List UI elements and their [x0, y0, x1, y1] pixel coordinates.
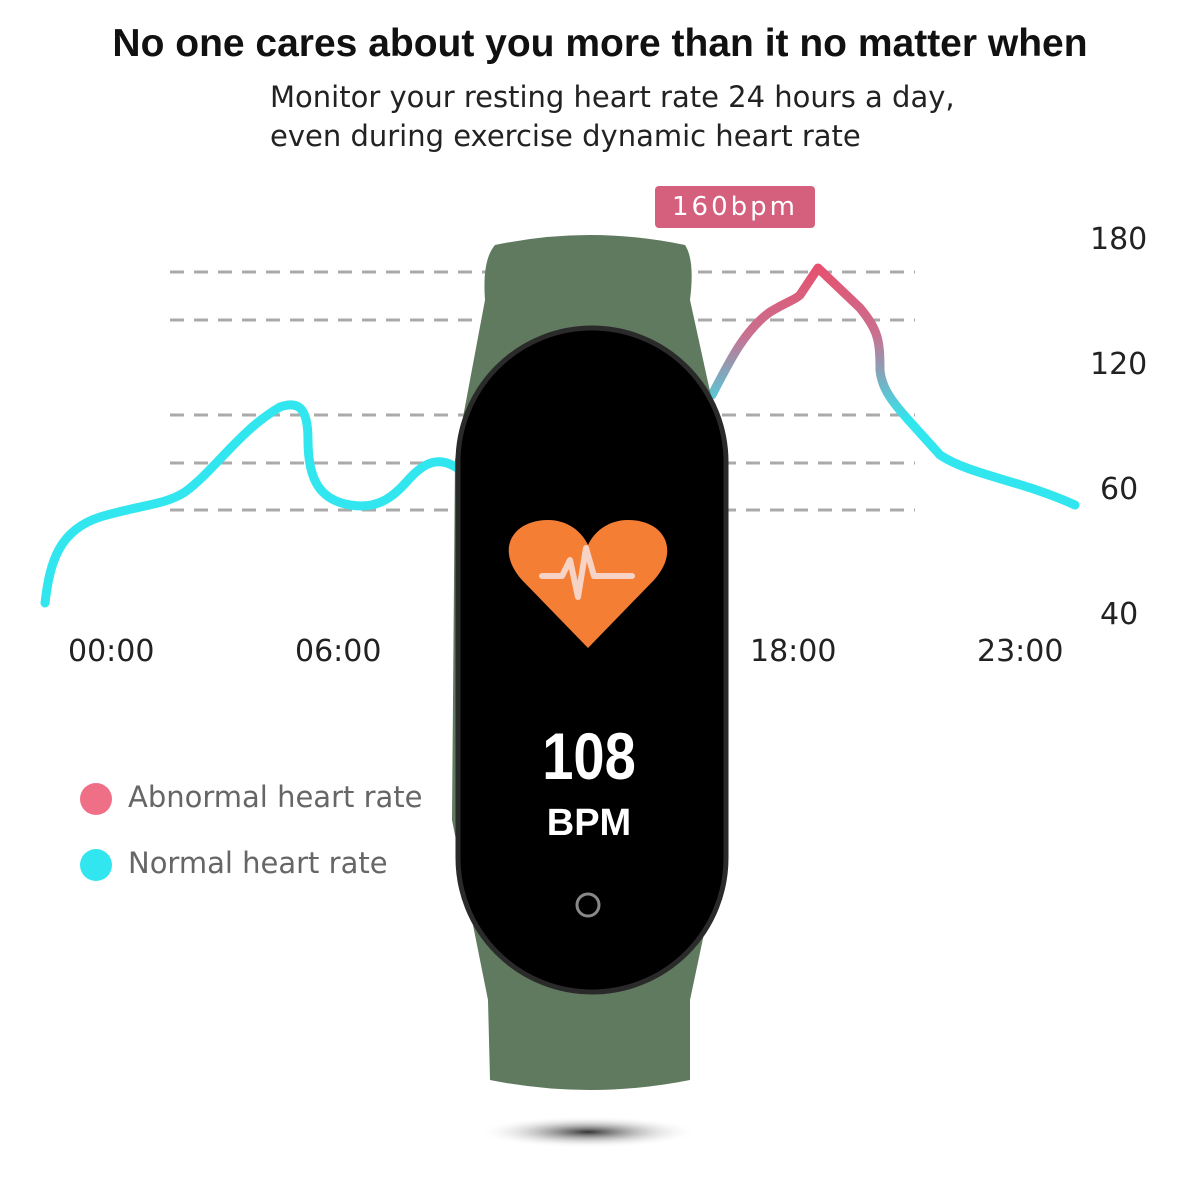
- abnormal-curve: [707, 263, 1080, 510]
- normal-curve: [40, 400, 465, 608]
- screen: [455, 325, 729, 995]
- x-tick: 18:00: [750, 634, 837, 669]
- y-tick: 180: [1090, 222, 1148, 257]
- x-tick: 23:00: [977, 634, 1064, 669]
- normal-legend-dot: [80, 849, 112, 881]
- headline: No one cares about you more than it no m…: [112, 22, 1088, 65]
- y-tick: 60: [1100, 472, 1139, 507]
- home-button-icon: [575, 892, 601, 918]
- legend-abnormal: Abnormal heart rate: [128, 780, 423, 814]
- heart-rate-unit: BPM: [546, 802, 632, 844]
- subtitle-line-2: even during exercise dynamic heart rate: [270, 119, 861, 153]
- heart-icon: [508, 520, 668, 648]
- subtitle-line-1: Monitor your resting heart rate 24 hours…: [270, 80, 955, 114]
- pulse-icon: [539, 545, 635, 600]
- x-tick: 06:00: [295, 634, 382, 669]
- legend-normal: Normal heart rate: [128, 846, 388, 880]
- y-tick: 40: [1100, 597, 1139, 632]
- y-tick: 120: [1090, 347, 1148, 382]
- x-tick: 00:00: [68, 634, 155, 669]
- peak-badge: 160bpm: [655, 186, 815, 228]
- band-shadow: [478, 1116, 698, 1148]
- abnormal-legend-dot: [80, 783, 112, 815]
- heart-rate-reading: 108: [542, 719, 636, 793]
